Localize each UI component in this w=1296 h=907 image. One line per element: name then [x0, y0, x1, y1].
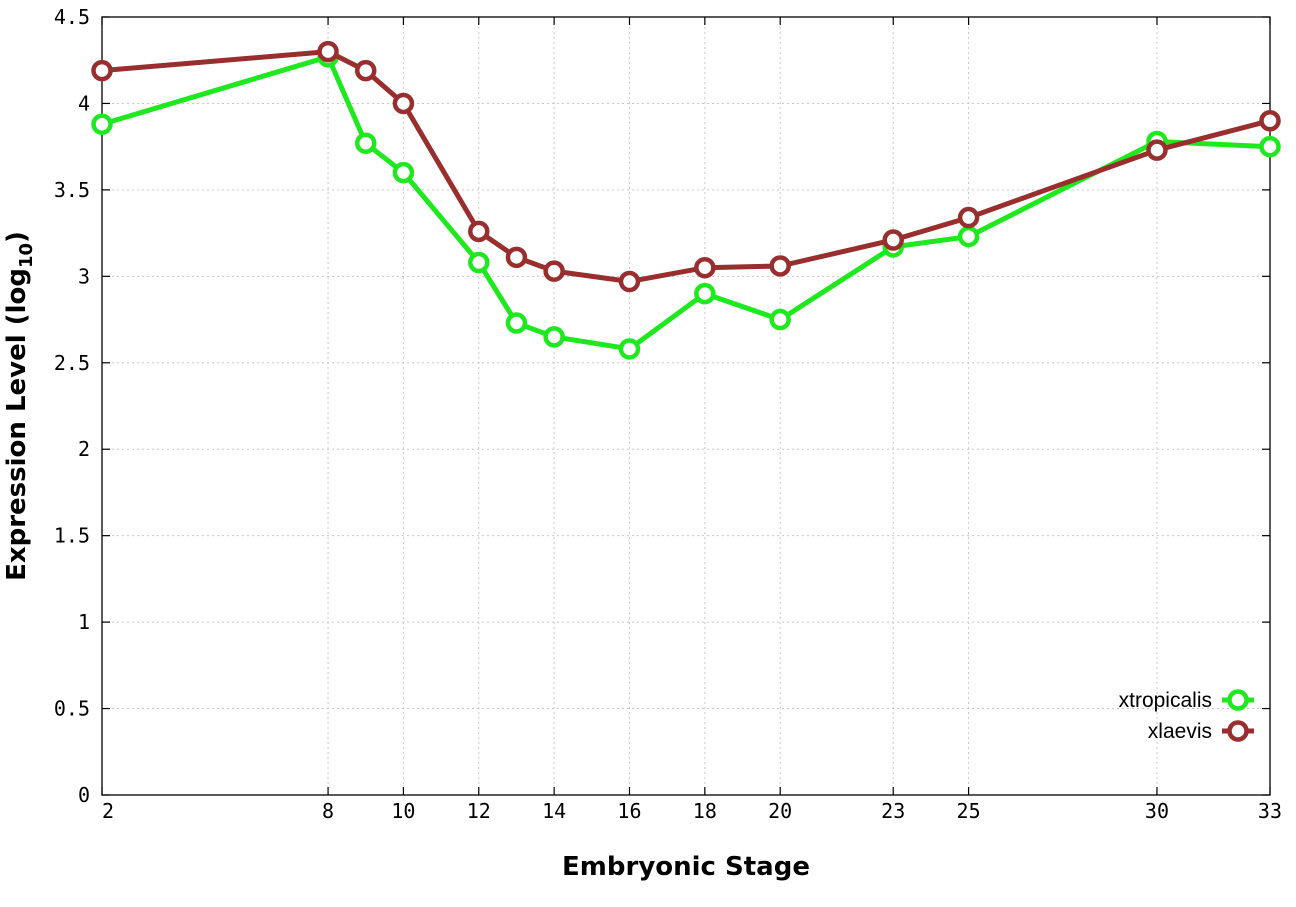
series-line-xtropicalis: [101, 54, 1271, 352]
x-tick-label: 20: [768, 799, 792, 823]
data-point-xtropicalis: [354, 132, 377, 154]
legend-label: xtropicalis: [1119, 689, 1212, 712]
data-point-xlaevis: [317, 40, 339, 63]
legend-swatch-marker: [1227, 689, 1249, 711]
y-tick-label: 3.5: [54, 178, 90, 202]
data-point-xlaevis: [882, 229, 904, 251]
data-point-xlaevis: [1259, 109, 1281, 132]
data-point-xtropicalis: [392, 161, 415, 184]
legend-label: xlaevis: [1148, 720, 1212, 743]
y-tick-label: 2.5: [54, 351, 90, 375]
data-point-xlaevis: [957, 206, 980, 229]
data-point-xtropicalis: [769, 308, 791, 331]
plot-frame: [101, 16, 1271, 796]
data-point-xlaevis: [468, 220, 490, 243]
data-point-xlaevis: [392, 92, 415, 115]
y-tick-label: 0: [78, 783, 90, 807]
x-tick-label: 2: [102, 799, 114, 823]
x-tick-label: 10: [391, 799, 415, 823]
x-tick-label: 18: [693, 799, 717, 823]
y-tick-label: 1.5: [54, 524, 90, 548]
y-tick-label: 1: [78, 610, 90, 634]
data-point-xlaevis: [618, 270, 641, 293]
legend-swatch-marker: [1227, 720, 1249, 742]
x-axis-title: Embryonic Stage: [562, 852, 810, 882]
data-point-xlaevis: [354, 59, 377, 82]
x-tick-label: 33: [1258, 799, 1282, 823]
x-tick-label: 16: [617, 799, 641, 823]
data-point-xtropicalis: [543, 326, 565, 348]
data-point-xlaevis: [505, 246, 528, 269]
y-tick-label: 0.5: [54, 697, 90, 721]
grid: [102, 17, 1270, 795]
axis-ticks: 0 0.5 1 1.5 2 2.5 3 3.5 4 4.5 2 8 10 12 14 16 18 20 23 25 30…: [54, 5, 1282, 823]
y-tick-label: 2: [78, 437, 90, 461]
data-point-xtropicalis: [91, 113, 113, 135]
data-point-xlaevis: [91, 59, 113, 82]
x-tick-label: 14: [542, 799, 566, 823]
data-point-xtropicalis: [957, 225, 980, 248]
data-point-xtropicalis: [618, 338, 641, 360]
x-tick-label: 12: [467, 799, 491, 823]
series-layer: [91, 40, 1281, 360]
data-point-xtropicalis: [468, 251, 490, 274]
series-line-xlaevis: [101, 49, 1271, 284]
y-tick-label: 3: [78, 264, 90, 288]
x-tick-label: 23: [881, 799, 905, 823]
data-point-xtropicalis: [694, 282, 716, 305]
data-point-xlaevis: [769, 255, 791, 277]
y-tick-label: 4.5: [54, 5, 90, 29]
x-tick-label: 30: [1145, 799, 1169, 823]
data-point-xlaevis: [543, 260, 565, 282]
legend: xtropicalis xlaevis: [1119, 689, 1254, 743]
data-point-xtropicalis: [1259, 135, 1281, 158]
y-tick-label: 4: [78, 91, 90, 115]
y-axis-title: Expression Level (log10): [2, 231, 37, 581]
x-tick-label: 25: [957, 799, 981, 823]
data-point-xlaevis: [694, 256, 716, 279]
data-point-xtropicalis: [505, 312, 528, 334]
data-point-xlaevis: [1146, 139, 1168, 161]
x-tick-label: 8: [322, 799, 334, 823]
